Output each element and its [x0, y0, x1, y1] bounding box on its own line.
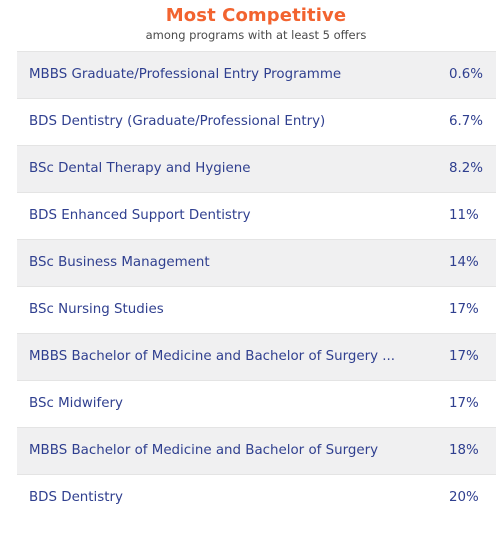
programs-table: MBBS Graduate/Professional Entry Program… — [17, 51, 496, 521]
program-name: BDS Dentistry — [29, 490, 123, 505]
program-name: MBBS Bachelor of Medicine and Bachelor o… — [29, 443, 379, 458]
panel-subtitle: among programs with at least 5 offers — [145, 28, 367, 42]
program-name: BDS Enhanced Support Dentistry — [29, 208, 251, 223]
table-row[interactable]: MBBS Bachelor of Medicine and Bachelor o… — [17, 333, 496, 380]
program-name: BDS Dentistry (Graduate/Professional Ent… — [29, 114, 326, 129]
program-rate: 14% — [449, 255, 479, 270]
table-row[interactable]: BDS Enhanced Support Dentistry 11% — [17, 192, 496, 239]
panel-title: Most Competitive — [165, 5, 347, 26]
program-rate: 18% — [449, 443, 479, 458]
program-rate: 20% — [449, 490, 479, 505]
table-row[interactable]: BSc Nursing Studies 17% — [17, 286, 496, 333]
program-rate: 11% — [449, 208, 479, 223]
table-row[interactable]: MBBS Graduate/Professional Entry Program… — [17, 51, 496, 98]
program-name: BSc Dental Therapy and Hygiene — [29, 161, 251, 176]
program-name: BSc Midwifery — [29, 396, 123, 411]
program-rate: 6.7% — [449, 114, 484, 129]
table-row[interactable]: BSc Midwifery 17% — [17, 380, 496, 427]
program-name: MBBS Graduate/Professional Entry Program… — [29, 67, 342, 82]
table-row[interactable]: MBBS Bachelor of Medicine and Bachelor o… — [17, 427, 496, 474]
table-row[interactable]: BSc Business Management 14% — [17, 239, 496, 286]
table-row[interactable]: BSc Dental Therapy and Hygiene 8.2% — [17, 145, 496, 192]
program-name: BSc Nursing Studies — [29, 302, 164, 317]
table-row[interactable]: BDS Dentistry (Graduate/Professional Ent… — [17, 98, 496, 145]
program-rate: 17% — [449, 396, 479, 411]
program-rate: 0.6% — [449, 67, 484, 82]
program-rate: 17% — [449, 349, 479, 364]
program-rate: 17% — [449, 302, 479, 317]
program-rate: 8.2% — [449, 161, 484, 176]
table-row[interactable]: BDS Dentistry 20% — [17, 474, 496, 521]
program-name: BSc Business Management — [29, 255, 210, 270]
program-name: MBBS Bachelor of Medicine and Bachelor o… — [29, 349, 396, 364]
